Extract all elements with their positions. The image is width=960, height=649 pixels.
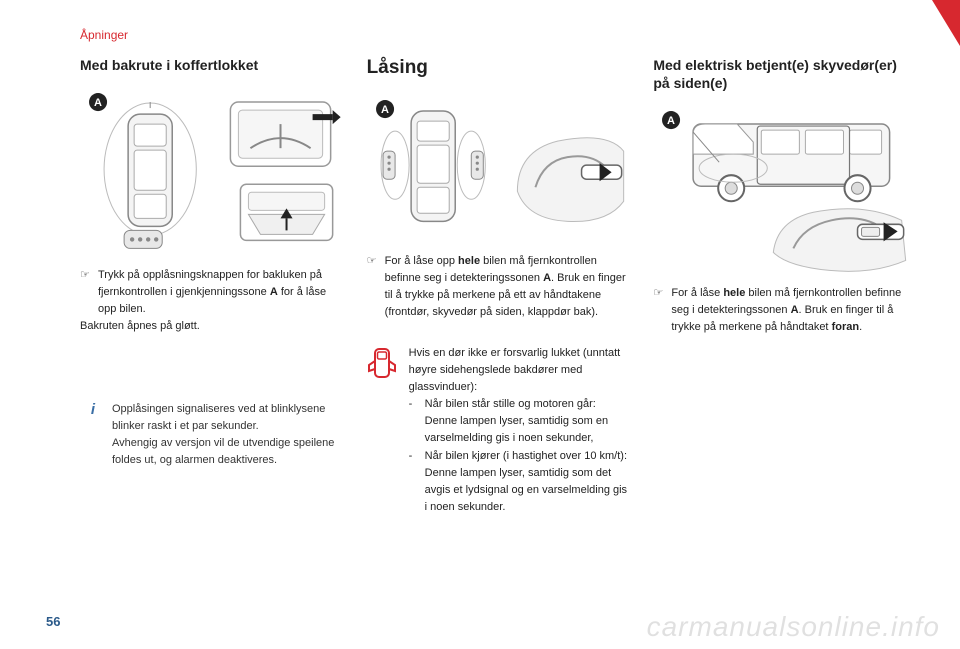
col1-heading: Med bakrute i koffertlokket (80, 56, 341, 74)
warn-item1: Når bilen står stille og motoren går: De… (425, 396, 628, 447)
page-number: 56 (46, 614, 60, 629)
warn-box: Hvis en dør ikke er forsvarlig lukket (u… (367, 345, 628, 515)
warn-intro: Hvis en dør ikke er forsvarlig lukket (u… (409, 345, 628, 396)
info-box: i Opplåsingen signaliseres ved at blinkl… (80, 395, 341, 475)
col1-figure: A (80, 84, 341, 254)
info-p1: Opplåsingen signaliseres ved at blinklys… (112, 401, 337, 435)
t: A (791, 304, 799, 316)
warn-item: -Når bilen kjører (i hastighet over 10 k… (409, 448, 628, 516)
column-3: Med elektrisk betjent(e) skyvedør(er) på… (653, 56, 914, 516)
bullet-glyph: ☞ (367, 253, 379, 321)
figure-lasing-icon: A (367, 91, 628, 241)
corner-accent (932, 0, 960, 46)
figure-skyvedor-icon: A (653, 102, 914, 272)
columns: Med bakrute i koffertlokket A (80, 56, 914, 516)
col2-bullet-text: For å låse opp hele bilen må fjernkontro… (385, 253, 628, 321)
col2-heading: Låsing (367, 56, 628, 81)
door-open-warning-icon (367, 345, 397, 515)
t: foran (832, 321, 860, 333)
t: hele (458, 255, 480, 267)
bullet-glyph: ☞ (80, 267, 92, 318)
watermark: carmanualsonline.info (647, 611, 940, 643)
col2-figure: A (367, 91, 628, 241)
info-p2: Avhengig av versjon vil de utvendige spe… (112, 435, 337, 469)
figure-bakrute-icon: A (80, 84, 341, 254)
col3-bullet: ☞ For å låse hele bilen må fjernkontroll… (653, 285, 914, 336)
page: Åpninger Med bakrute i koffertlokket A (0, 0, 960, 649)
t: A (270, 286, 278, 298)
col1-after: Bakruten åpnes på gløtt. (80, 318, 341, 335)
col3-figure: A (653, 102, 914, 272)
warn-text: Hvis en dør ikke er forsvarlig lukket (u… (409, 345, 628, 515)
dash: - (409, 396, 417, 447)
col1-bullet-text: Trykk på opplåsningsknappen for bakluken… (98, 267, 341, 318)
warn-item: -Når bilen står stille og motoren går: D… (409, 396, 628, 447)
warn-item2: Når bilen kjører (i hastighet over 10 km… (425, 448, 628, 516)
col3-heading: Med elektrisk betjent(e) skyvedør(er) på… (653, 56, 914, 92)
svg-text:A: A (381, 104, 389, 116)
col3-body: ☞ For å låse hele bilen må fjernkontroll… (653, 285, 914, 336)
column-2: Låsing A (367, 56, 628, 516)
svg-text:A: A (94, 97, 102, 109)
bullet-glyph: ☞ (653, 285, 665, 336)
col2-bullet: ☞ For å låse opp hele bilen må fjernkont… (367, 253, 628, 321)
t: For å låse (671, 287, 723, 299)
warn-list: -Når bilen står stille og motoren går: D… (409, 396, 628, 515)
t: hele (723, 287, 745, 299)
info-icon: i (84, 401, 102, 419)
section-label: Åpninger (80, 28, 914, 42)
t: For å låse opp (385, 255, 458, 267)
col3-bullet-text: For å låse hele bilen må fjernkontrollen… (671, 285, 914, 336)
svg-text:A: A (667, 115, 675, 127)
col1-bullet: ☞ Trykk på opplåsningsknappen for bakluk… (80, 267, 341, 318)
t: A (543, 272, 551, 284)
t: . (859, 321, 862, 333)
dash: - (409, 448, 417, 516)
col1-body: ☞ Trykk på opplåsningsknappen for bakluk… (80, 267, 341, 335)
col2-body: ☞ For å låse opp hele bilen må fjernkont… (367, 253, 628, 321)
info-text: Opplåsingen signaliseres ved at blinklys… (112, 401, 337, 469)
column-1: Med bakrute i koffertlokket A (80, 56, 341, 516)
